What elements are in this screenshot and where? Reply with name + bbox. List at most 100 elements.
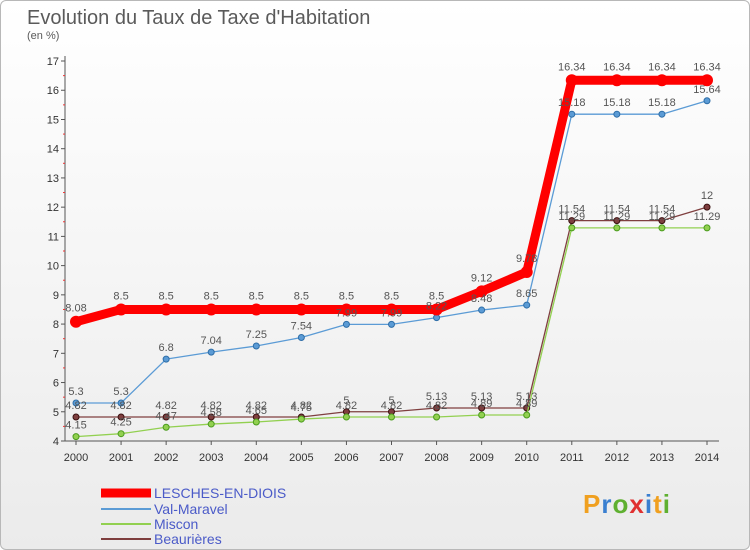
x-tick-label: 2001 [109,452,133,464]
data-label: 5.3 [68,386,83,398]
data-point [613,110,621,118]
data-point [568,110,576,118]
data-point [297,415,305,423]
data-label: 15.18 [558,97,586,109]
data-point [162,423,170,431]
data-point [565,74,578,87]
data-label: 5.3 [113,386,128,398]
data-label: 11.54 [603,204,630,216]
data-label: 8.5 [429,290,444,302]
data-point [252,342,260,350]
x-tick-label: 2013 [650,452,674,464]
data-label: 11.29 [558,211,585,223]
y-tick-label: 4 [53,436,59,448]
data-point [250,303,263,316]
data-label: 6.8 [158,342,173,354]
data-label: 16.34 [558,61,586,73]
data-point [433,314,441,322]
data-label: 8.22 [426,301,447,313]
x-tick-label: 2014 [695,452,719,464]
data-point [162,413,170,421]
data-label: 9.78 [516,253,537,265]
data-label: 9.12 [471,272,492,284]
data-label: 4.65 [246,405,267,417]
x-tick-label: 2012 [605,452,629,464]
data-label: 11.54 [649,204,676,216]
data-label: 12 [701,190,713,202]
data-point [117,430,125,438]
y-tick-label: 8 [53,319,59,331]
x-tick-label: 2008 [424,452,448,464]
data-point [342,413,350,421]
data-label: 8.48 [471,293,492,305]
data-point [568,224,576,232]
data-point [658,217,666,225]
data-point [207,413,215,421]
data-label: 15.18 [603,97,631,109]
x-tick-label: 2009 [469,452,493,464]
data-point [478,306,486,314]
data-point [613,224,621,232]
data-point [433,413,441,421]
data-label: 8.5 [249,290,264,302]
data-point [523,301,531,309]
data-point [613,217,621,225]
data-point [162,355,170,363]
data-point [70,315,82,328]
data-point [117,413,125,421]
data-point [340,303,353,316]
data-label: 4.25 [110,417,131,429]
data-point [72,399,80,407]
data-label: 8.65 [516,288,537,300]
data-label: 4.15 [65,420,86,432]
y-tick-label: 11 [48,231,59,243]
data-label: 4.82 [155,400,176,412]
data-label: 7.25 [246,329,267,341]
data-point [703,97,711,105]
x-tick-label: 2004 [244,452,268,464]
data-point [523,411,531,419]
data-label: 4.58 [201,407,222,419]
data-label: 8.5 [339,290,354,302]
data-point [658,110,666,118]
legend-label: Val-Maravel [154,501,228,517]
y-tick-label: 5 [53,407,59,419]
data-point [655,74,668,87]
data-label: 8.08 [65,303,86,315]
y-tick-label: 7 [53,348,59,360]
data-label: 5.13 [426,391,447,403]
y-tick-label: 16 [47,85,59,97]
y-tick-label: 9 [53,290,59,302]
x-tick-label: 2011 [560,452,584,464]
data-point [207,420,215,428]
x-tick-label: 2007 [379,452,403,464]
series-line-1 [76,100,708,404]
data-label: 7.99 [381,307,402,319]
data-label: 4.82 [336,400,357,412]
legend-label: LESCHES-EN-DIOIS [154,485,286,501]
data-label: 5 [388,395,394,407]
data-label: 4.82 [291,400,312,412]
data-point [520,266,533,279]
data-point [295,303,308,316]
data-label: 8.5 [158,290,173,302]
data-point [475,285,488,298]
data-point [388,320,395,328]
data-point [297,334,305,342]
data-point [115,303,128,316]
x-tick-label: 2002 [154,452,178,464]
data-label: 8.5 [384,290,399,302]
y-tick-label: 15 [47,114,59,126]
data-label: 11.54 [558,204,585,216]
y-tick-label: 12 [47,202,59,214]
data-label: 4.89 [471,398,492,410]
x-tick-label: 2005 [289,452,313,464]
data-point [72,413,80,421]
data-label: 5.13 [516,391,537,403]
y-tick-label: 13 [47,173,59,185]
data-label: 4.47 [155,410,176,422]
proxiti-logo: Proxiti [583,489,671,519]
data-label: 7.04 [201,335,222,347]
data-point [703,224,711,232]
data-point [385,303,398,316]
